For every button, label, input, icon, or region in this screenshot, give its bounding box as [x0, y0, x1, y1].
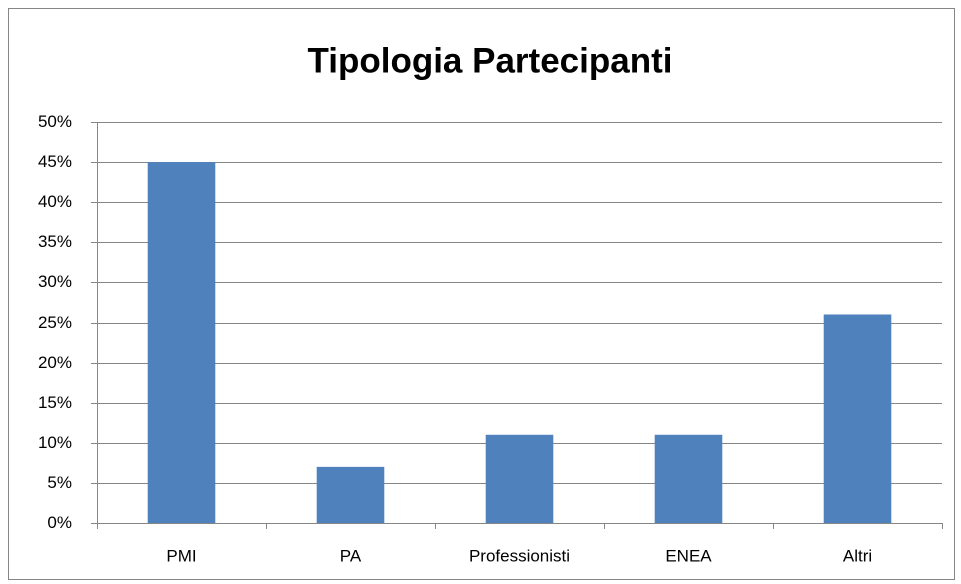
- y-tick-label: 45%: [38, 152, 72, 171]
- y-tick-label: 40%: [38, 192, 72, 211]
- y-tick-label: 25%: [38, 313, 72, 332]
- x-tick-label: PMI: [166, 546, 196, 565]
- y-tick-label: 10%: [38, 433, 72, 452]
- y-tick-label: 20%: [38, 353, 72, 372]
- x-tick-label: Professionisti: [469, 546, 570, 565]
- y-tick-label: 35%: [38, 232, 72, 251]
- y-tick-label: 50%: [38, 112, 72, 131]
- bar: [147, 162, 216, 523]
- bar: [316, 466, 385, 523]
- x-tick-label: Altri: [843, 546, 872, 565]
- chart-title: Tipologia Partecipanti: [308, 41, 673, 80]
- y-tick-label: 15%: [38, 393, 72, 412]
- y-tick-label: 0%: [47, 513, 72, 532]
- y-tick-label: 5%: [47, 473, 72, 492]
- x-tick-label: ENEA: [665, 546, 712, 565]
- bar: [654, 434, 723, 523]
- x-tick-label: PA: [340, 546, 362, 565]
- bar: [485, 434, 554, 523]
- y-tick-label: 30%: [38, 272, 72, 291]
- bar: [823, 314, 892, 523]
